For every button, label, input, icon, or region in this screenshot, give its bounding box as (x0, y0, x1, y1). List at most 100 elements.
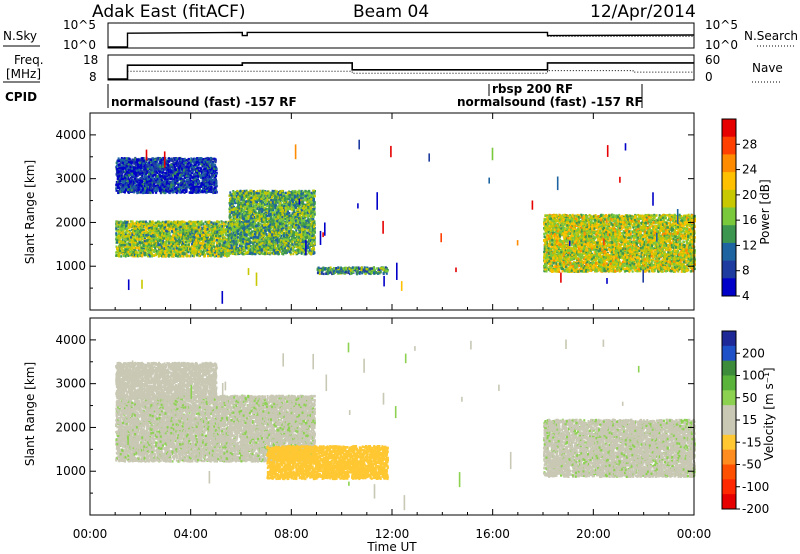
range-gate-cell (219, 242, 222, 246)
range-gate-cell (120, 246, 123, 250)
range-gate-cell (177, 234, 180, 237)
range-gate-cell (180, 237, 183, 240)
range-gate-cell (181, 241, 184, 244)
range-gate-cell (180, 229, 183, 233)
range-gate-cell (198, 229, 201, 233)
range-gate-cell (149, 241, 152, 245)
range-gate-cell (124, 232, 127, 235)
range-gate-cell (123, 221, 126, 224)
range-gate-cell (126, 243, 128, 246)
range-gate-cell (127, 254, 130, 257)
range-gate-cell (115, 225, 118, 228)
range-gate-cell (245, 223, 248, 227)
range-gate-cell (206, 234, 208, 237)
range-gate-cell (150, 244, 153, 247)
range-gate-cell (168, 246, 171, 249)
range-gate-cell (145, 252, 148, 255)
range-gate-cell (163, 243, 166, 246)
range-gate-cell (216, 237, 219, 240)
range-gate-cell (226, 249, 229, 252)
range-gate-cell (137, 229, 140, 232)
range-gate-cell (172, 254, 175, 257)
range-gate-cell (163, 232, 166, 235)
range-gate-cell (201, 229, 203, 232)
range-gate-cell (158, 247, 161, 250)
range-gate-cell (209, 244, 212, 248)
range-gate-cell (203, 236, 206, 240)
range-gate-cell (210, 235, 213, 238)
range-gate-cell (178, 221, 181, 224)
range-gate-cell (121, 238, 124, 242)
range-gate-cell (197, 227, 200, 231)
range-gate-cell (127, 250, 130, 253)
range-gate-cell (158, 220, 161, 223)
range-gate-cell (177, 224, 180, 227)
range-gate-cell (194, 233, 197, 237)
range-gate-cell (156, 252, 159, 255)
range-gate-cell (165, 233, 168, 236)
range-gate-cell (175, 249, 178, 253)
range-gate-cell (157, 243, 160, 246)
range-gate-cell (133, 248, 136, 251)
range-gate-cell (163, 230, 166, 233)
range-gate-cell (154, 252, 157, 256)
range-gate-cell (221, 250, 224, 253)
range-gate-cell (192, 220, 195, 224)
range-gate-cell (160, 233, 163, 237)
range-gate-cell (137, 245, 140, 248)
range-gate-cell (133, 240, 136, 244)
range-gate-cell (116, 222, 119, 225)
range-gate-cell (121, 233, 124, 236)
range-gate-cell (128, 252, 131, 255)
range-gate-cell (128, 229, 131, 233)
range-gate-cell (198, 234, 201, 237)
range-gate-cell (125, 227, 128, 230)
range-gate-cell (206, 243, 209, 247)
range-gate-cell (213, 255, 216, 258)
range-gate-cell (194, 221, 197, 224)
range-gate-cell (160, 236, 163, 239)
range-gate-cell (191, 231, 194, 235)
range-gate-cell (153, 242, 156, 245)
range-gate-cell (192, 244, 195, 248)
range-gate-cell (145, 227, 147, 230)
range-gate-cell (215, 234, 217, 238)
range-gate-cell (178, 246, 181, 249)
range-gate-cell (213, 249, 216, 253)
range-gate-cell (116, 241, 118, 244)
range-gate-cell (132, 228, 135, 231)
range-gate-cell (157, 250, 160, 253)
range-gate-cell (185, 231, 188, 235)
range-gate-cell (178, 238, 181, 242)
range-gate-cell (193, 247, 196, 250)
range-gate-cell (181, 231, 184, 234)
range-gate-cell (217, 237, 220, 240)
range-gate-cell (188, 245, 190, 248)
range-gate-cell (160, 245, 163, 248)
range-gate-cell (146, 246, 148, 249)
range-gate-cell (140, 229, 143, 232)
range-gate-cell (194, 242, 197, 246)
range-gate-cell (207, 234, 210, 237)
range-gate-cell (199, 242, 202, 245)
range-gate-cell (150, 223, 153, 226)
range-gate-cell (160, 249, 163, 252)
range-gate-cell (134, 239, 137, 242)
range-gate-cell (173, 250, 176, 253)
range-gate-cell (177, 236, 180, 239)
range-gate-cell (115, 251, 118, 254)
range-gate-cell (224, 224, 226, 227)
range-gate-cell (187, 243, 190, 246)
range-gate-cell (211, 244, 214, 247)
range-gate-cell (149, 230, 152, 234)
range-gate-cell (116, 228, 119, 231)
range-gate-cell (221, 240, 224, 243)
range-gate-cell (150, 220, 153, 224)
range-gate-cell (136, 244, 139, 247)
range-gate-cell (122, 241, 125, 244)
range-gate-cell (128, 224, 131, 228)
range-gate-cell (150, 251, 152, 254)
range-gate-cell (171, 239, 174, 242)
range-gate-cell (170, 248, 173, 251)
range-gate-cell (134, 225, 137, 228)
